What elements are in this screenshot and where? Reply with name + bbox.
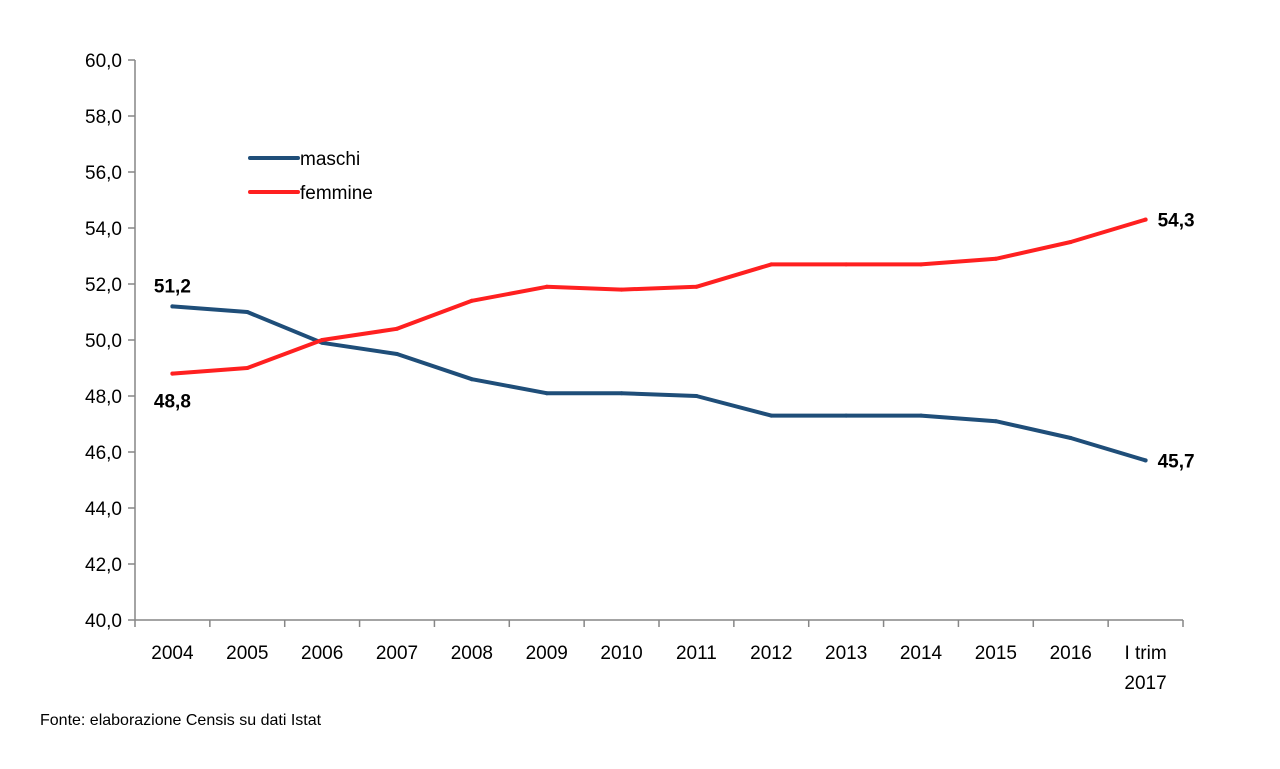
data-point-femmine [395,326,399,331]
y-tick-label: 54,0 [85,219,122,240]
x-tick-label: I trim 2017 [1124,643,1166,694]
data-point-maschi [694,394,699,398]
data-point-femmine [469,298,474,303]
data-point-maschi [619,391,624,396]
data-point-femmine [320,338,325,342]
data-point-maschi [469,377,474,382]
data-point-femmine [1068,240,1073,244]
data-point-femmine [544,284,549,289]
data-point-femmine [993,256,998,261]
data-point-maschi [245,310,250,314]
data-point-femmine [769,262,774,267]
y-tick-label: 60,0 [85,51,122,72]
data-point-maschi [395,352,399,356]
x-tick-label: 2007 [376,643,418,664]
data-point-femmine [1143,217,1148,222]
x-tick-label: 2014 [900,643,943,664]
data-point-maschi [769,413,774,418]
x-tick-label: 2004 [151,643,194,664]
x-tick-label: 2013 [825,643,867,664]
y-tick-label: 48,0 [85,387,122,408]
x-tick-label: 2016 [1050,643,1092,664]
x-tick-label: 2009 [526,643,568,664]
chart-axes: 40,0 42,0 44,0 46,0 48,0 50,0 52,0 54,0 56,0 58,0… [85,51,1184,694]
y-tick-label: 46,0 [85,443,122,464]
data-point-maschi [993,419,998,424]
x-tick-label: 2012 [750,643,792,664]
series-line-maschi [170,304,1148,463]
x-tick-label: 2010 [600,643,642,664]
data-point-femmine [844,262,849,267]
data-label: 51,2 [154,276,191,297]
x-tick-label: 2006 [301,643,343,664]
data-point-femmine [619,287,624,292]
legend-label-maschi: maschi [300,149,360,170]
y-tick-label: 50,0 [85,331,122,352]
y-tick-label: 42,0 [85,555,122,576]
data-point-maschi [919,413,923,418]
data-point-femmine [245,366,250,370]
data-label: 48,8 [154,392,191,413]
legend-label-femmine: femmine [300,183,373,204]
chart-series [170,217,1148,463]
y-tick-label: 40,0 [85,611,122,632]
data-label: 54,3 [1158,211,1195,232]
data-point-femmine [919,262,923,267]
data-label: 45,7 [1158,451,1195,472]
y-tick-label: 56,0 [85,163,122,184]
data-point-maschi [844,413,849,418]
chart-data-labels: 51,2 48,8 54,3 45,7 [154,211,1195,473]
y-tick-label: 44,0 [85,499,122,520]
source-note: Fonte: elaborazione Censis su dati Istat [40,712,322,729]
data-point-maschi [1143,458,1148,463]
x-tick-label: 2011 [676,643,717,664]
y-tick-label: 52,0 [85,275,122,296]
data-point-maschi [170,304,175,309]
data-point-maschi [544,391,549,396]
x-tick-label: 2015 [975,643,1017,664]
y-tick-label: 58,0 [85,107,122,128]
data-point-maschi [1068,436,1073,440]
data-point-femmine [170,371,175,376]
x-tick-label: 2008 [451,643,493,664]
x-tick-label: 2005 [226,643,268,664]
chart-legend: maschi femmine [248,149,373,204]
data-point-femmine [694,284,699,289]
series-line-femmine [170,217,1148,376]
